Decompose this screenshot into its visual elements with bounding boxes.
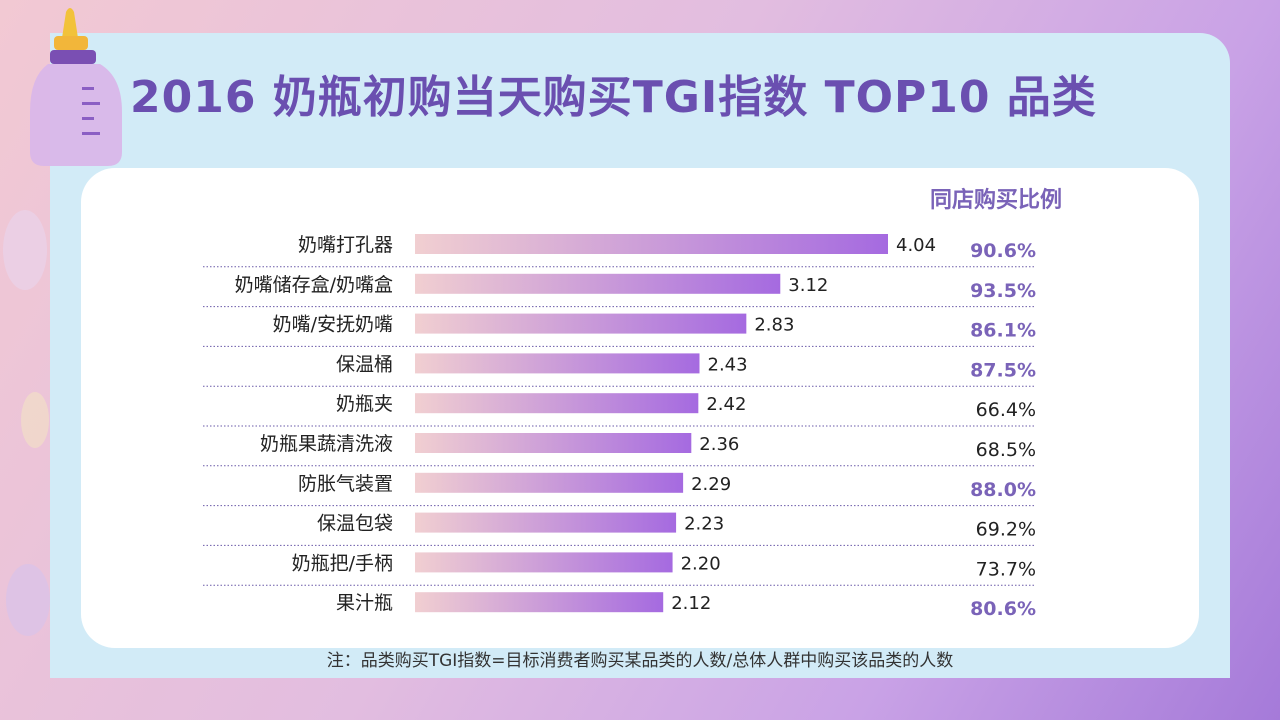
bar-value-label: 2.29 — [691, 474, 731, 495]
bar-value-label: 2.12 — [671, 593, 711, 614]
same-store-ratio-header: 同店购买比例 — [930, 188, 1063, 213]
same-store-ratio-value: 86.1% — [970, 320, 1036, 342]
bar — [415, 393, 699, 414]
same-store-ratio-value: 73.7% — [976, 558, 1036, 580]
bar-value-label: 2.42 — [706, 394, 746, 415]
bar — [415, 353, 700, 374]
same-store-ratio-value: 87.5% — [970, 359, 1036, 381]
bar-value-label: 2.83 — [754, 315, 794, 336]
same-store-ratio-value: 68.5% — [976, 439, 1036, 461]
same-store-ratio-value: 80.6% — [970, 598, 1036, 620]
category-label: 保温包袋 — [317, 513, 393, 535]
bar — [415, 433, 692, 453]
same-store-ratio-value: 90.6% — [970, 240, 1036, 262]
category-label: 奶瓶夹 — [336, 393, 393, 415]
baby-bottle-icon — [30, 8, 122, 166]
category-label: 奶嘴/安抚奶嘴 — [273, 314, 393, 336]
same-store-ratio-value: 88.0% — [970, 479, 1036, 501]
category-label: 果汁瓶 — [336, 592, 393, 614]
footnote: 注：品类购买TGI指数=目标消费者购买某品类的人数/总体人群中购买该品类的人数 — [326, 651, 954, 671]
bar — [415, 472, 684, 493]
bar — [415, 234, 888, 254]
bar — [415, 552, 673, 573]
bar — [415, 313, 747, 334]
bar-value-label: 2.43 — [708, 354, 748, 375]
category-label: 奶嘴打孔器 — [298, 234, 393, 256]
category-label: 保温桶 — [336, 353, 393, 375]
bar-value-label: 3.12 — [788, 275, 828, 296]
same-store-ratio-value: 69.2% — [976, 519, 1036, 541]
bar — [415, 273, 781, 294]
bar-value-label: 2.23 — [684, 514, 724, 535]
bar-value-label: 2.20 — [681, 553, 721, 574]
bar — [415, 592, 664, 613]
category-label: 奶瓶果蔬清洗液 — [260, 433, 393, 455]
same-store-ratio-value: 93.5% — [970, 280, 1036, 302]
same-store-ratio-value: 66.4% — [976, 399, 1036, 421]
category-label: 防胀气装置 — [298, 473, 393, 495]
bar — [415, 512, 677, 533]
bar-value-label: 2.36 — [699, 434, 739, 455]
category-label: 奶瓶把/手柄 — [292, 552, 393, 574]
background-decoration — [3, 210, 50, 636]
bar-value-label: 4.04 — [896, 235, 936, 256]
category-label: 奶嘴储存盒/奶嘴盒 — [235, 274, 393, 296]
page-title: 2016 奶瓶初购当天购买TGI指数 TOP10 品类 — [130, 72, 1097, 123]
